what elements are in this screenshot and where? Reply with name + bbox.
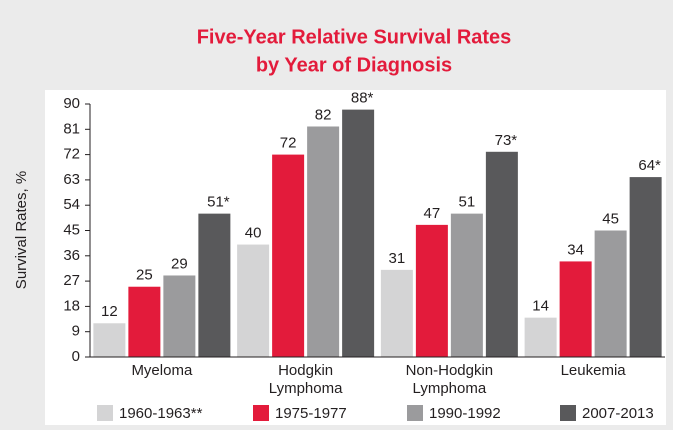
x-tick-label: Hodgkin Lymphoma (269, 362, 343, 397)
bar (524, 317, 557, 357)
bar (198, 213, 231, 357)
x-tick-label: Non-Hodgkin Lymphoma (406, 362, 494, 397)
y-tick-label: 63 (63, 171, 80, 188)
legend-swatch (253, 405, 269, 421)
y-tick-label: 27 (63, 272, 80, 289)
chart-title: Five-Year Relative Survival Rates (197, 26, 512, 48)
data-label: 51 (459, 194, 476, 211)
data-label: 64* (638, 157, 661, 174)
y-tick-label: 45 (63, 221, 80, 238)
data-label: 73* (495, 132, 518, 149)
bar (450, 213, 483, 357)
chart-title: by Year of Diagnosis (256, 54, 452, 76)
data-label: 51* (207, 194, 230, 211)
bar (594, 230, 627, 357)
bar (629, 177, 662, 357)
legend-swatch (407, 405, 423, 421)
bar (128, 286, 161, 357)
data-label: 88* (351, 90, 374, 107)
bar (163, 275, 196, 357)
data-label: 12 (101, 303, 118, 320)
bar (237, 244, 270, 357)
data-label: 34 (567, 241, 584, 258)
data-label: 31 (389, 250, 406, 267)
bar (415, 224, 448, 357)
legend-label: 1990-1992 (429, 405, 501, 422)
bar (307, 126, 340, 357)
y-tick-label: 54 (63, 196, 80, 213)
y-tick-label: 36 (63, 247, 80, 264)
y-axis-label: Survival Rates, % (13, 171, 30, 289)
y-tick-label: 90 (63, 95, 80, 112)
bar (559, 261, 592, 357)
data-label: 29 (171, 255, 188, 272)
legend-label: 1960-1963** (119, 405, 203, 422)
data-label: 25 (136, 267, 153, 284)
bar (342, 109, 375, 357)
x-tick-label: Leukemia (561, 362, 627, 379)
bar (272, 154, 305, 357)
legend-swatch (560, 405, 576, 421)
legend-label: 2007-2013 (582, 405, 654, 422)
data-label: 14 (532, 298, 549, 315)
data-label: 45 (602, 210, 619, 227)
data-label: 72 (280, 135, 297, 152)
legend-swatch (97, 405, 113, 421)
data-label: 47 (424, 205, 441, 222)
bar (93, 323, 126, 357)
bar (380, 269, 413, 357)
data-label: 40 (245, 225, 262, 242)
legend-label: 1975-1977 (275, 405, 347, 422)
data-label: 82 (315, 106, 332, 123)
y-tick-label: 9 (72, 323, 80, 340)
bar (485, 151, 518, 357)
y-tick-label: 72 (63, 146, 80, 163)
x-tick-label: Myeloma (131, 362, 193, 379)
y-tick-label: 18 (63, 297, 80, 314)
y-tick-label: 0 (72, 348, 80, 365)
y-tick-label: 81 (63, 120, 80, 137)
